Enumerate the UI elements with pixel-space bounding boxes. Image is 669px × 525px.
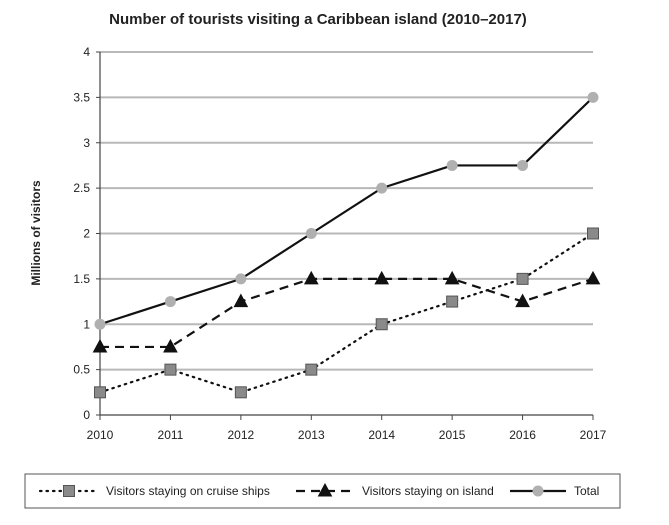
y-tick-label: 0.5 [73, 363, 90, 377]
y-tick-label: 2 [83, 227, 90, 241]
data-point [305, 363, 318, 376]
y-axis-label: Millions of visitors [29, 180, 43, 286]
legend-marker [532, 485, 544, 497]
x-tick-label: 2010 [87, 428, 114, 442]
y-tick-label: 3 [83, 136, 90, 150]
data-point [585, 270, 601, 285]
y-tick-label: 0 [83, 408, 90, 422]
series-line [99, 96, 594, 326]
series-line [98, 232, 595, 394]
data-point [303, 270, 319, 285]
data-point [92, 338, 108, 353]
data-point [94, 386, 106, 399]
legend-label: Visitors staying on island [362, 484, 494, 498]
series-0 [94, 227, 599, 399]
y-tick-label: 3.5 [73, 90, 90, 104]
x-tick-label: 2014 [368, 428, 395, 442]
data-point [587, 227, 599, 240]
y-tick-label: 1.5 [73, 272, 90, 286]
series-1 [92, 270, 601, 353]
y-tick-labels: 0 0.5 1 1.5 2 2.5 3 3.5 4 [73, 45, 90, 422]
data-point [305, 228, 317, 239]
chart-title: Number of tourists visiting a Caribbean … [109, 11, 527, 28]
data-point [516, 272, 529, 285]
data-point [517, 159, 529, 171]
data-point [94, 318, 106, 330]
x-tick-label: 2012 [228, 428, 255, 442]
y-tick-label: 4 [83, 45, 90, 59]
data-point [515, 293, 530, 308]
data-point [163, 338, 178, 353]
series-2 [94, 91, 599, 330]
data-point [234, 386, 247, 399]
x-tick-label: 2015 [439, 428, 466, 442]
x-tick-label: 2013 [298, 428, 325, 442]
x-tick-label: 2017 [580, 428, 607, 442]
y-tick-label: 1 [83, 317, 90, 331]
legend-label: Visitors staying on cruise ships [106, 484, 270, 498]
x-tick-label: 2011 [158, 428, 184, 442]
series-line [100, 277, 594, 349]
data-point [376, 182, 388, 194]
data-point [233, 293, 249, 308]
legend-marker [63, 485, 75, 497]
x-tick-labels: 2010 2011 2012 2013 2014 2015 2016 2017 [87, 428, 607, 442]
legend-marker [317, 482, 333, 497]
data-point [444, 270, 460, 285]
series-group [92, 91, 601, 399]
data-point [374, 270, 390, 285]
data-point [587, 91, 599, 103]
data-point [164, 296, 176, 308]
legend-label: Total [574, 484, 599, 498]
data-point [235, 273, 247, 285]
data-point [446, 159, 458, 171]
y-tick-label: 2.5 [73, 181, 90, 195]
data-point [446, 295, 459, 308]
legend: Visitors staying on cruise ships Visitors… [24, 473, 621, 509]
data-point [375, 318, 388, 331]
x-tick-label: 2016 [509, 428, 536, 442]
data-point [164, 363, 177, 376]
